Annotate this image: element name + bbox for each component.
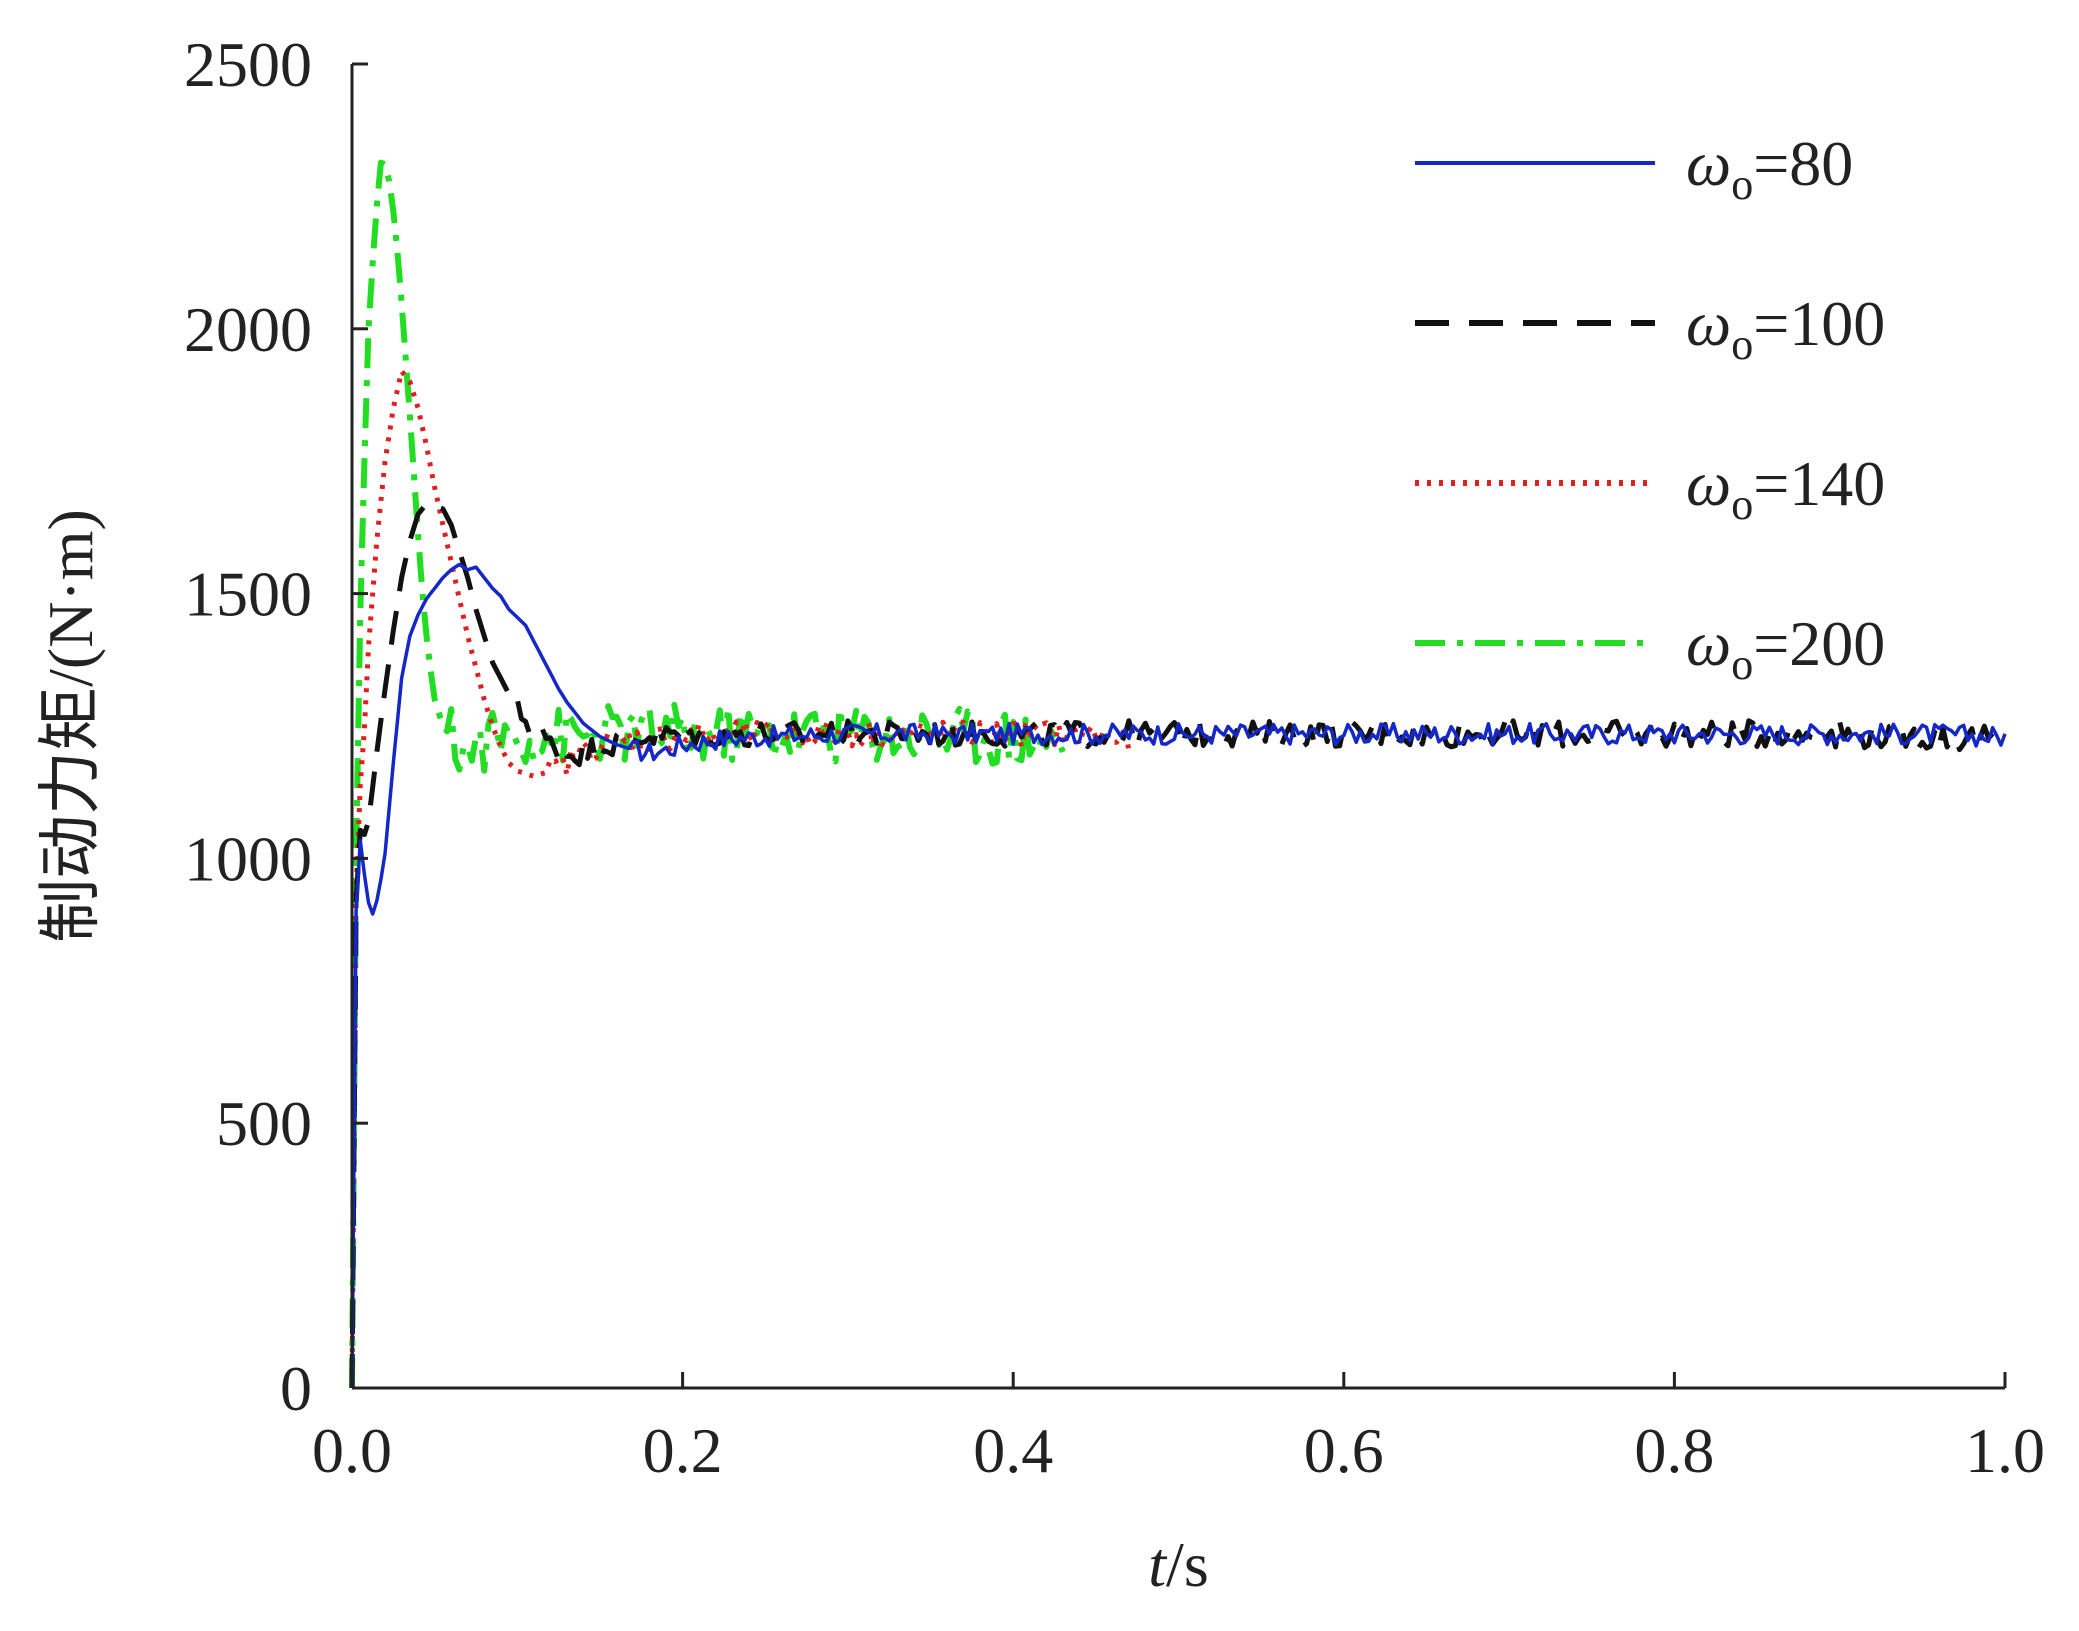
y-tick-label: 2500: [184, 29, 312, 100]
legend-label-1: ωo=80: [1686, 128, 1853, 209]
x-tick-label: 0.2: [643, 1415, 723, 1486]
series-line-1: [350, 562, 2007, 1389]
y-axis-label: 制动力矩/(N·m): [35, 509, 106, 943]
y-tick-label: 0: [280, 1353, 312, 1424]
series-line-3: [349, 368, 1132, 1389]
x-tick-label: 0.0: [312, 1415, 392, 1486]
x-tick-label: 0.4: [973, 1415, 1053, 1486]
x-tick-label: 1.0: [1965, 1415, 2045, 1486]
x-axis-label: t/s: [1148, 1529, 1208, 1600]
ticks: 0.0 0.2 0.4 0.6 0.8 1.0 0 500 1000 1500 2000 2500: [184, 29, 2045, 1486]
plot-lines: [349, 159, 2007, 1389]
y-tick-label: 1000: [184, 823, 312, 894]
series-line-2: [349, 501, 2007, 1389]
axes: [350, 64, 2005, 1390]
legend-label-3: ωo=140: [1686, 448, 1885, 529]
legend-label-4: ωo=200: [1686, 608, 1885, 689]
y-tick-label: 2000: [184, 294, 312, 365]
x-axis-label-var: t: [1148, 1529, 1168, 1600]
y-tick-label: 1500: [184, 559, 312, 630]
series-line-4: [349, 159, 1066, 1389]
y-tick-label: 500: [216, 1088, 312, 1159]
x-tick-label: 0.8: [1634, 1415, 1714, 1486]
x-tick-label: 0.6: [1304, 1415, 1384, 1486]
legend-label-2: ωo=100: [1686, 288, 1885, 369]
legend: ωo=80 ωo=100 ωo=140 ωo=200: [1415, 128, 1885, 689]
x-axis-label-unit: /s: [1166, 1529, 1209, 1600]
